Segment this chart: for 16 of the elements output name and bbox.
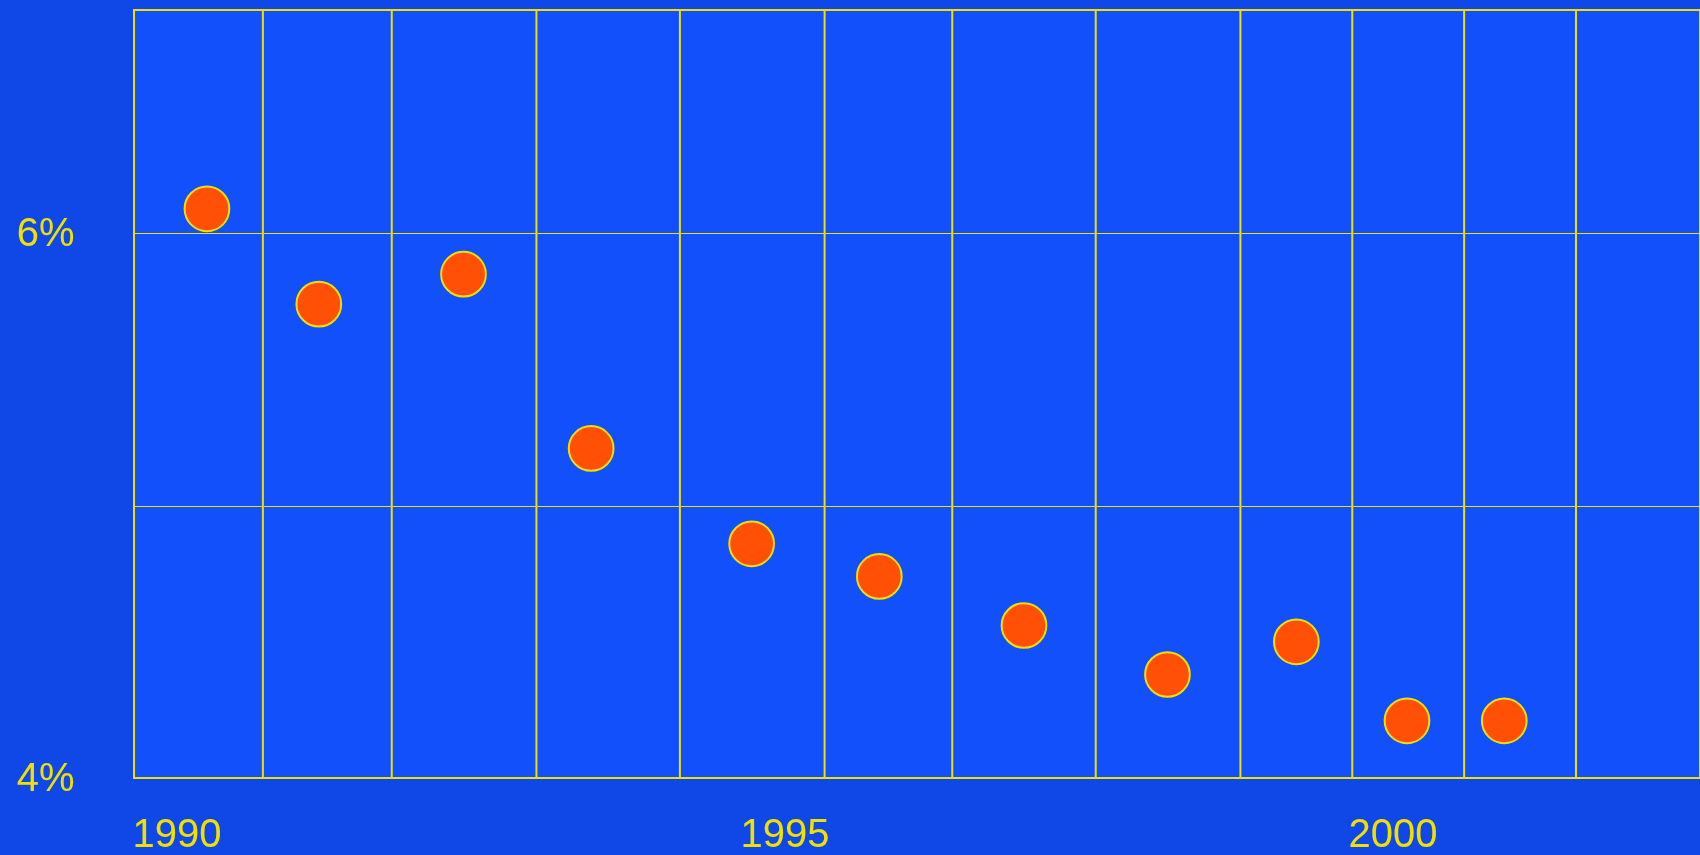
- point: [295, 280, 343, 328]
- point: [183, 185, 231, 233]
- point: [855, 553, 903, 600]
- point: [440, 250, 487, 298]
- y-tick-label: 6%: [16, 209, 75, 254]
- point: [1000, 602, 1048, 649]
- point: [567, 425, 615, 472]
- point: [1144, 651, 1191, 698]
- x-tick-label: 1990: [132, 810, 222, 855]
- x-tick-label: 2000: [1348, 810, 1438, 855]
- y-tick-label: 4%: [16, 754, 75, 799]
- point: [728, 520, 776, 568]
- point: [1480, 697, 1528, 745]
- x-tick-label: 1995: [740, 810, 830, 855]
- point: [1272, 618, 1320, 666]
- point: [1383, 697, 1431, 745]
